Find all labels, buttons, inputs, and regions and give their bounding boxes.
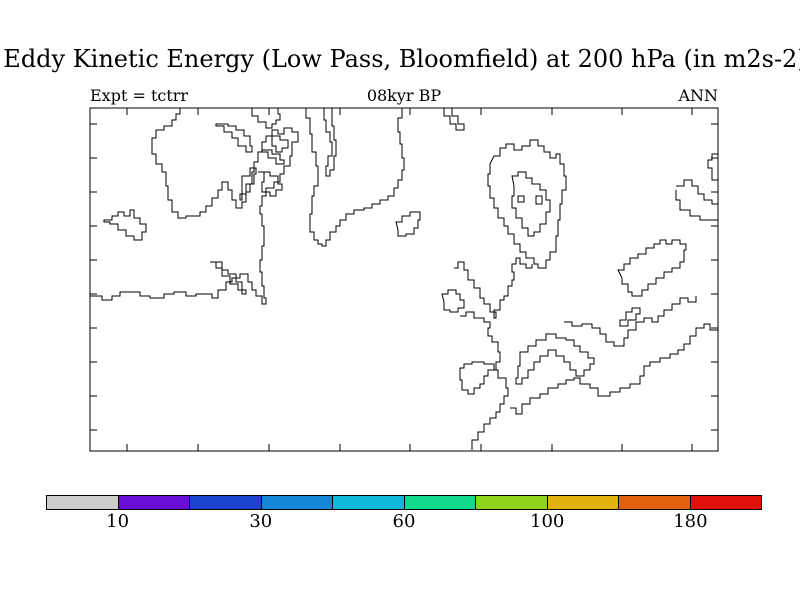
- colorbar-segment-9: [690, 496, 761, 509]
- east-coast-fragment: [707, 153, 718, 181]
- arctic-island-3: [239, 167, 257, 201]
- baffin-island: [251, 108, 281, 129]
- scandinavia-coast: [487, 139, 567, 269]
- map-title: Eddy Kinetic Energy (Low Pass, Bloomfiel…: [3, 45, 800, 73]
- colorbar-segment-1: [118, 496, 190, 509]
- anatolia-island: [619, 307, 641, 327]
- mediterranean-north: [510, 322, 719, 415]
- black-sea-coast: [564, 296, 697, 347]
- north-america-coast: [90, 108, 299, 305]
- baltic-island-1: [517, 195, 525, 203]
- colorbar-segment-6: [476, 496, 548, 509]
- colorbar-label: 60: [392, 511, 416, 532]
- colorbar-label: 180: [673, 511, 708, 532]
- iberia-africa-coast: [459, 311, 509, 450]
- colorbar-segment-7: [547, 496, 619, 509]
- colorbar-segment-0: [47, 496, 119, 509]
- colorbar-label: 30: [249, 511, 273, 532]
- east-coast-fragment-2: [676, 179, 718, 205]
- season-label: ANN: [678, 86, 718, 105]
- tick-marks: [90, 108, 718, 451]
- colorbar-segment-2: [190, 496, 262, 509]
- arctic-island-2: [261, 149, 285, 165]
- arctic-island-4: [258, 171, 283, 197]
- colorbar-segment-4: [333, 496, 405, 509]
- caspian-region: [617, 239, 687, 297]
- hudson-island: [210, 261, 247, 295]
- colorbar-segment-3: [261, 496, 333, 509]
- arctic-island-1: [215, 123, 253, 153]
- north-fragments: [443, 108, 465, 131]
- baltic-island-2: [535, 195, 543, 205]
- colorbar-label: 100: [530, 511, 565, 532]
- period-label: 08kyr BP: [366, 86, 442, 105]
- arctic-island-5: [271, 135, 289, 153]
- colorbar-segment-5: [404, 496, 476, 509]
- experiment-label: Expt = tctrr: [90, 86, 189, 105]
- balkan-peninsula: [515, 333, 595, 385]
- coastlines: [90, 108, 719, 450]
- british-isles: [441, 289, 465, 313]
- east-coast-fragment-3: [675, 190, 718, 221]
- europe-coast: [454, 257, 533, 319]
- iceland: [395, 211, 421, 237]
- colorbar: [46, 495, 762, 510]
- colorbar-label: 10: [106, 511, 130, 532]
- greenland-inner-coast: [323, 108, 337, 177]
- map-frame: [89, 107, 719, 452]
- greenland-coast: [305, 108, 405, 247]
- baltic-inner: [511, 171, 551, 237]
- west-island-group: [103, 209, 147, 241]
- colorbar-segment-8: [619, 496, 691, 509]
